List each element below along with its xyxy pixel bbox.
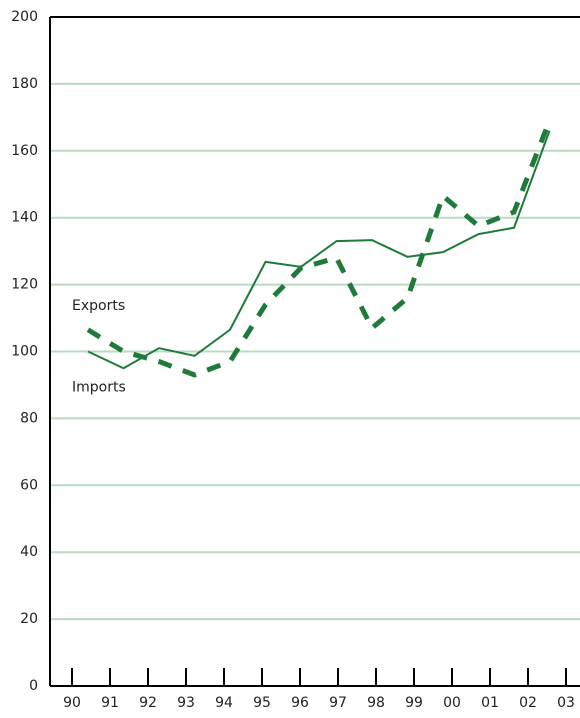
x-tick-label: 03 [557, 695, 575, 711]
x-tick-label: 91 [101, 695, 119, 711]
x-tick-label: 93 [177, 695, 195, 711]
y-tick-label: 200 [11, 9, 38, 25]
y-tick-label: 0 [29, 678, 38, 694]
x-tick-label: 02 [519, 695, 537, 711]
y-tick-label: 40 [20, 544, 38, 560]
series-label: Imports [72, 380, 126, 396]
y-tick-label: 60 [20, 477, 38, 493]
y-tick-label: 180 [11, 76, 38, 92]
x-tick-label: 94 [215, 695, 233, 711]
y-tick-label: 100 [11, 344, 38, 360]
y-tick-label: 140 [11, 210, 38, 226]
y-tick-label: 120 [11, 277, 38, 293]
y-tick-label: 20 [20, 611, 38, 627]
x-tick-label: 97 [329, 695, 347, 711]
series-line [87, 130, 551, 370]
x-tick-label: 90 [63, 695, 81, 711]
y-tick-label: 160 [11, 143, 38, 159]
x-tick-label: 01 [481, 695, 499, 711]
series-label: Exports [72, 298, 125, 314]
x-tick-label: 00 [443, 695, 461, 711]
series-line [86, 119, 552, 378]
x-tick-label: 92 [139, 695, 157, 711]
x-tick-label: 95 [253, 695, 271, 711]
x-tick-label: 96 [291, 695, 309, 711]
x-tick-label: 99 [405, 695, 423, 711]
y-tick-label: 80 [20, 410, 38, 426]
x-tick-label: 98 [367, 695, 385, 711]
